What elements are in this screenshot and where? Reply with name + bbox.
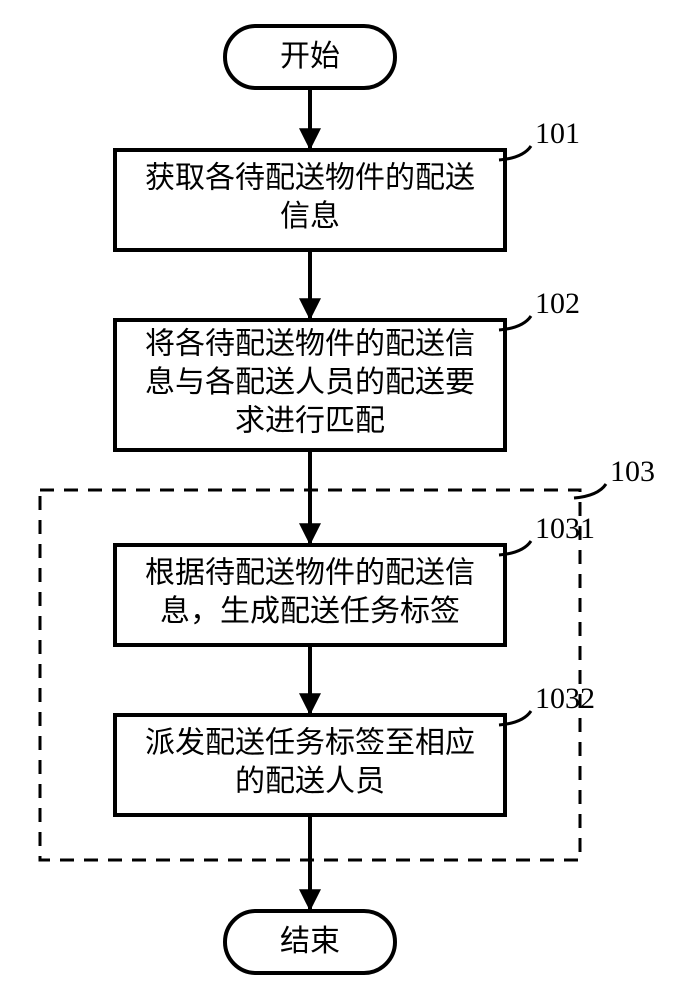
svg-text:派发配送任务标签至相应: 派发配送任务标签至相应 xyxy=(145,727,475,760)
svg-text:息，生成配送任务标签: 息，生成配送任务标签 xyxy=(160,595,460,628)
svg-text:开始: 开始 xyxy=(280,40,340,73)
svg-text:求进行匹配: 求进行匹配 xyxy=(235,404,385,437)
svg-text:结束: 结束 xyxy=(280,925,340,958)
svg-text:102: 102 xyxy=(535,287,580,320)
svg-text:103: 103 xyxy=(610,455,655,488)
svg-text:的配送人员: 的配送人员 xyxy=(235,765,385,798)
svg-text:1031: 1031 xyxy=(535,512,595,545)
svg-text:息与各配送人员的配送要: 息与各配送人员的配送要 xyxy=(145,366,475,399)
svg-text:将各待配送物件的配送信: 将各待配送物件的配送信 xyxy=(145,327,475,360)
svg-text:获取各待配送物件的配送: 获取各待配送物件的配送 xyxy=(145,162,475,195)
svg-text:根据待配送物件的配送信: 根据待配送物件的配送信 xyxy=(145,557,475,590)
svg-text:信息: 信息 xyxy=(280,200,340,233)
svg-text:101: 101 xyxy=(535,117,580,150)
svg-text:1032: 1032 xyxy=(535,682,595,715)
